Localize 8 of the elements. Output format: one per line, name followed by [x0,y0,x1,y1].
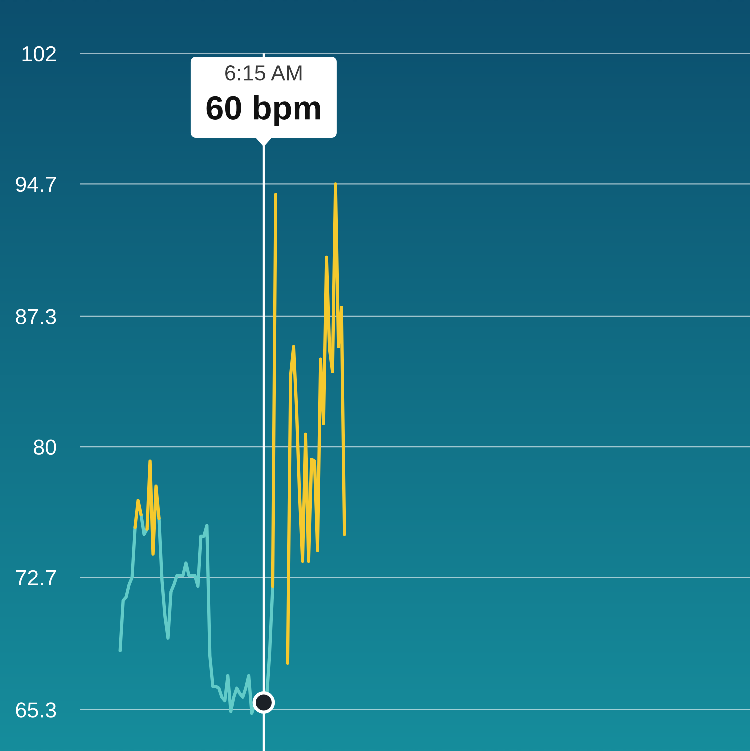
y-tick-label: 80 [34,440,56,456]
annotation: 6:15 AM [226,66,302,81]
annotation: 60 bpm [206,95,320,127]
y-tick-label: 65.3 [16,702,56,718]
y-tick-label: 72.7 [16,570,56,586]
y-tick-label: 102 [22,46,56,62]
y-tick-label: 94.7 [16,176,56,192]
y-tick-label: 87.3 [16,309,56,325]
